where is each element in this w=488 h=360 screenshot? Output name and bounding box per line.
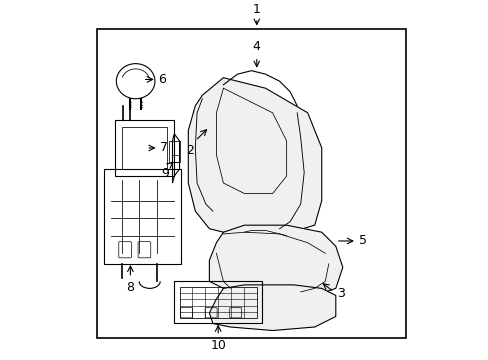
Text: 6: 6 — [158, 73, 166, 86]
Polygon shape — [209, 225, 342, 296]
Polygon shape — [188, 78, 321, 236]
Text: 2: 2 — [186, 144, 194, 157]
Text: 7: 7 — [160, 141, 168, 154]
Polygon shape — [209, 285, 335, 330]
Text: 3: 3 — [337, 287, 345, 300]
Text: 5: 5 — [358, 234, 366, 247]
Text: 9: 9 — [161, 167, 169, 180]
Text: 10: 10 — [210, 339, 225, 352]
Text: 8: 8 — [126, 282, 134, 294]
Text: 4: 4 — [252, 40, 260, 53]
Text: 1: 1 — [252, 3, 260, 16]
